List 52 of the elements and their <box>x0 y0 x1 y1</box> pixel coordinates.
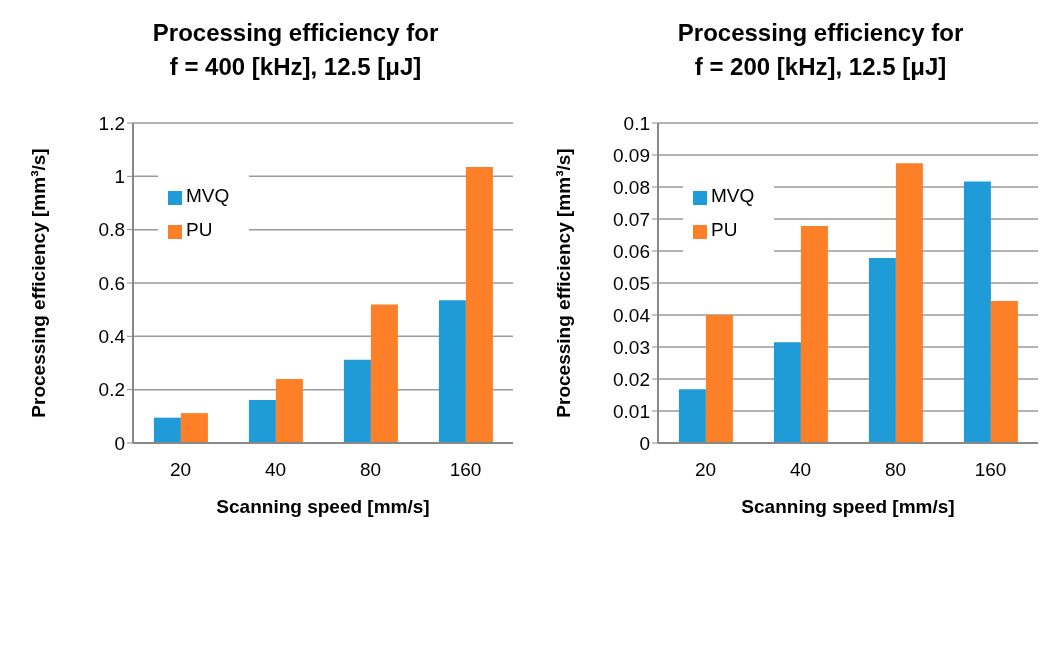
bar <box>465 167 493 443</box>
chart-title: Processing efficiency for f = 200 [kHz], 12.5 [μJ] <box>676 18 965 82</box>
bar <box>678 389 706 443</box>
x-tick-label: 160 <box>449 459 482 481</box>
y-axis-title: Processing efficiency [mm³/s] <box>552 148 574 418</box>
bar <box>868 258 896 443</box>
bar <box>990 300 1018 443</box>
x-tick-label: 80 <box>884 459 907 481</box>
bar <box>153 417 181 443</box>
y-tick-label: 0.08 <box>613 176 650 198</box>
y-tick-label: 0.4 <box>98 326 126 348</box>
bar <box>180 413 208 443</box>
legend-label: MVQ <box>711 185 755 206</box>
y-tick-label: 0 <box>639 432 650 454</box>
y-tick-label: 1.2 <box>98 112 125 134</box>
legend-label: MVQ <box>186 185 230 206</box>
y-tick-label: 0.02 <box>613 368 650 390</box>
bar <box>343 359 371 443</box>
legend-label: PU <box>711 219 738 240</box>
y-tick-label: 0.8 <box>98 219 125 241</box>
y-tick-label: 1 <box>114 166 125 188</box>
y-tick-label: 0 <box>114 432 125 454</box>
bar <box>275 379 303 443</box>
y-tick-label: 0.09 <box>613 144 650 166</box>
legend-label: PU <box>186 219 213 240</box>
x-tick-label: 160 <box>974 459 1007 481</box>
y-tick-label: 0.01 <box>613 400 650 422</box>
y-tick-label: 0.05 <box>613 272 650 294</box>
y-tick-label: 0.07 <box>613 208 650 230</box>
bar <box>895 163 923 443</box>
y-tick-label: 0.06 <box>613 240 650 262</box>
y-tick-label: 0.6 <box>98 272 125 294</box>
x-tick-label: 80 <box>359 459 382 481</box>
bar <box>248 400 276 443</box>
bar <box>370 304 398 443</box>
x-tick-label: 20 <box>169 459 192 481</box>
y-tick-label: 0.2 <box>98 379 125 401</box>
x-axis-title: Scanning speed [mm/s] <box>216 496 430 517</box>
x-tick-label: 20 <box>694 459 717 481</box>
y-tick-label: 0.03 <box>613 336 650 358</box>
y-tick-label: 0.04 <box>613 304 651 326</box>
x-axis-title: Scanning speed [mm/s] <box>741 496 955 517</box>
chart-title: Processing efficiency for f = 400 [kHz], 12.5 [μJ] <box>151 18 440 82</box>
bar <box>773 342 801 443</box>
bar <box>800 226 828 443</box>
y-tick-label: 0.1 <box>623 112 650 134</box>
x-tick-label: 40 <box>789 459 812 481</box>
bar <box>438 300 466 443</box>
x-tick-label: 40 <box>264 459 287 481</box>
bar <box>963 181 991 443</box>
y-axis-title: Processing efficiency [mm³/s] <box>27 148 49 418</box>
bar <box>705 315 733 443</box>
